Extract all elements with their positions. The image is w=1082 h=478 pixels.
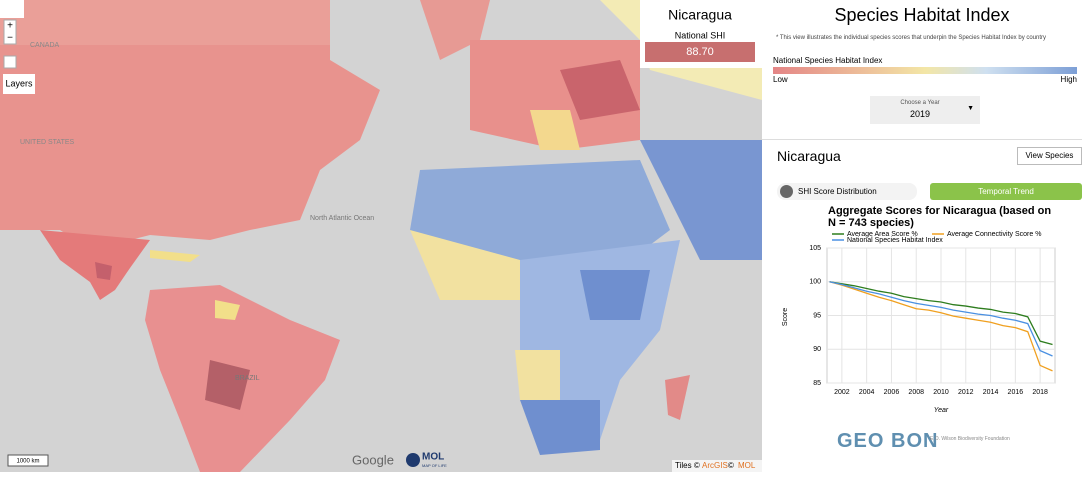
panel-note: * This view illustrates the individual s…	[776, 35, 1047, 41]
x-tick-label: 2004	[859, 389, 875, 396]
wilson-logo: E.O. Wilson Biodiversity Foundation	[930, 436, 1010, 442]
tab-icon	[780, 185, 793, 198]
y-tick-label: 85	[813, 380, 821, 387]
attribution-link[interactable]: ArcGIS	[702, 461, 728, 470]
year-label: Choose a Year	[900, 100, 940, 106]
mol-icon	[406, 453, 420, 467]
tab-label: SHI Score Distribution	[798, 187, 877, 196]
series-line	[829, 281, 1053, 372]
attribution-tiles: Tiles ©	[675, 461, 700, 470]
layers-button[interactable]	[3, 74, 35, 94]
zoom-out[interactable]: −	[7, 33, 13, 44]
chart: Aggregate Scores for Nicaragua (based on…	[782, 205, 1056, 414]
x-tick-label: 2006	[884, 389, 900, 396]
map-label: CANADA	[30, 42, 60, 49]
y-tick-label: 90	[813, 346, 821, 353]
country-shape	[560, 60, 640, 120]
country-shape	[40, 230, 150, 300]
legend-title: National Species Habitat Index	[773, 56, 883, 65]
y-tick-label: 105	[809, 245, 821, 252]
popup-value-box	[645, 42, 755, 62]
country-heading: Nicaragua	[777, 148, 841, 164]
panel-title: Species Habitat Index	[834, 5, 1010, 25]
country-shape	[150, 250, 200, 262]
mol-sub: MAP OF LIFE	[422, 463, 447, 468]
country-shape	[215, 300, 240, 320]
x-tick-label: 2010	[933, 389, 949, 396]
geobon-logo: GEO BON	[837, 430, 939, 452]
legend-label: Average Connectivity Score %	[947, 231, 1041, 238]
popup-label: National SHI	[675, 30, 726, 40]
legend-gradient	[773, 67, 1077, 74]
country-shape	[515, 350, 560, 400]
zoom-control[interactable]	[3, 19, 17, 45]
attribution-link[interactable]: MOL	[738, 461, 756, 470]
map-label: BRAZIL	[235, 375, 260, 382]
series-line	[829, 281, 1053, 357]
side-panel: Species Habitat Index * This view illust…	[762, 0, 1082, 478]
country-shape	[410, 160, 670, 270]
back-button[interactable]	[0, 0, 24, 18]
chart-title-box: Aggregate Scores for Nicaragua (based on…	[828, 205, 1052, 229]
map-label: UNITED STATES	[20, 139, 75, 146]
country-shape	[420, 0, 490, 60]
popup-value: 88.70	[686, 46, 714, 58]
layers-label[interactable]: Layers	[5, 78, 33, 88]
x-tick-label: 2002	[834, 389, 850, 396]
x-tick-label: 2014	[983, 389, 999, 396]
legend-high: High	[1060, 75, 1077, 84]
x-axis-label: Year	[934, 407, 949, 414]
dropdown-arrow: ▼	[967, 105, 974, 112]
chart-title: Aggregate Scores for Nicaragua (based on…	[828, 205, 1052, 229]
legend-label: National Species Habitat Index	[847, 237, 943, 244]
country-shape	[0, 0, 330, 45]
country-shape	[205, 360, 250, 410]
attribution-copy: ©	[728, 461, 734, 470]
x-tick-label: 2008	[908, 389, 924, 396]
x-tick-label: 2018	[1032, 389, 1048, 396]
country-shape	[665, 375, 690, 420]
y-tick-label: 95	[813, 312, 821, 319]
y-axis-label: Score	[782, 308, 789, 326]
country-shape	[580, 270, 650, 320]
map-label: North Atlantic Ocean	[310, 215, 374, 222]
legend-label: Average Area Score %	[847, 231, 918, 238]
country-shape	[0, 0, 380, 250]
country-shape	[95, 262, 112, 280]
y-tick-label: 100	[809, 279, 821, 286]
series-line	[829, 281, 1053, 346]
divider	[762, 139, 1082, 140]
year-value: 2019	[909, 109, 931, 119]
fullscreen[interactable]	[3, 55, 17, 69]
google-logo: Google	[352, 452, 394, 467]
country-shape	[530, 110, 580, 150]
year-select[interactable]: Choose a Year 2019 ▼	[870, 96, 980, 124]
x-tick-label: 2012	[958, 389, 974, 396]
legend-low: Low	[773, 75, 788, 84]
country-shape	[410, 230, 520, 300]
country-shape	[520, 400, 600, 455]
scale-bar	[7, 454, 49, 467]
country-shape	[640, 140, 762, 260]
view-species-button[interactable]: View Species	[1017, 147, 1082, 165]
attribution	[672, 460, 762, 472]
mol-logo: MOL	[422, 452, 444, 463]
tab-trend[interactable]: Temporal Trend	[930, 183, 1082, 200]
x-tick-label: 2016	[1008, 389, 1024, 396]
popup-country: Nicaragua	[668, 7, 732, 23]
scale-label: 1000 km	[16, 459, 39, 465]
map[interactable]: Nicaragua National SHI 88.70 CANADA UNIT…	[0, 0, 762, 472]
tab-distribution[interactable]: SHI Score Distribution	[777, 183, 917, 200]
zoom-in[interactable]: +	[7, 21, 13, 32]
